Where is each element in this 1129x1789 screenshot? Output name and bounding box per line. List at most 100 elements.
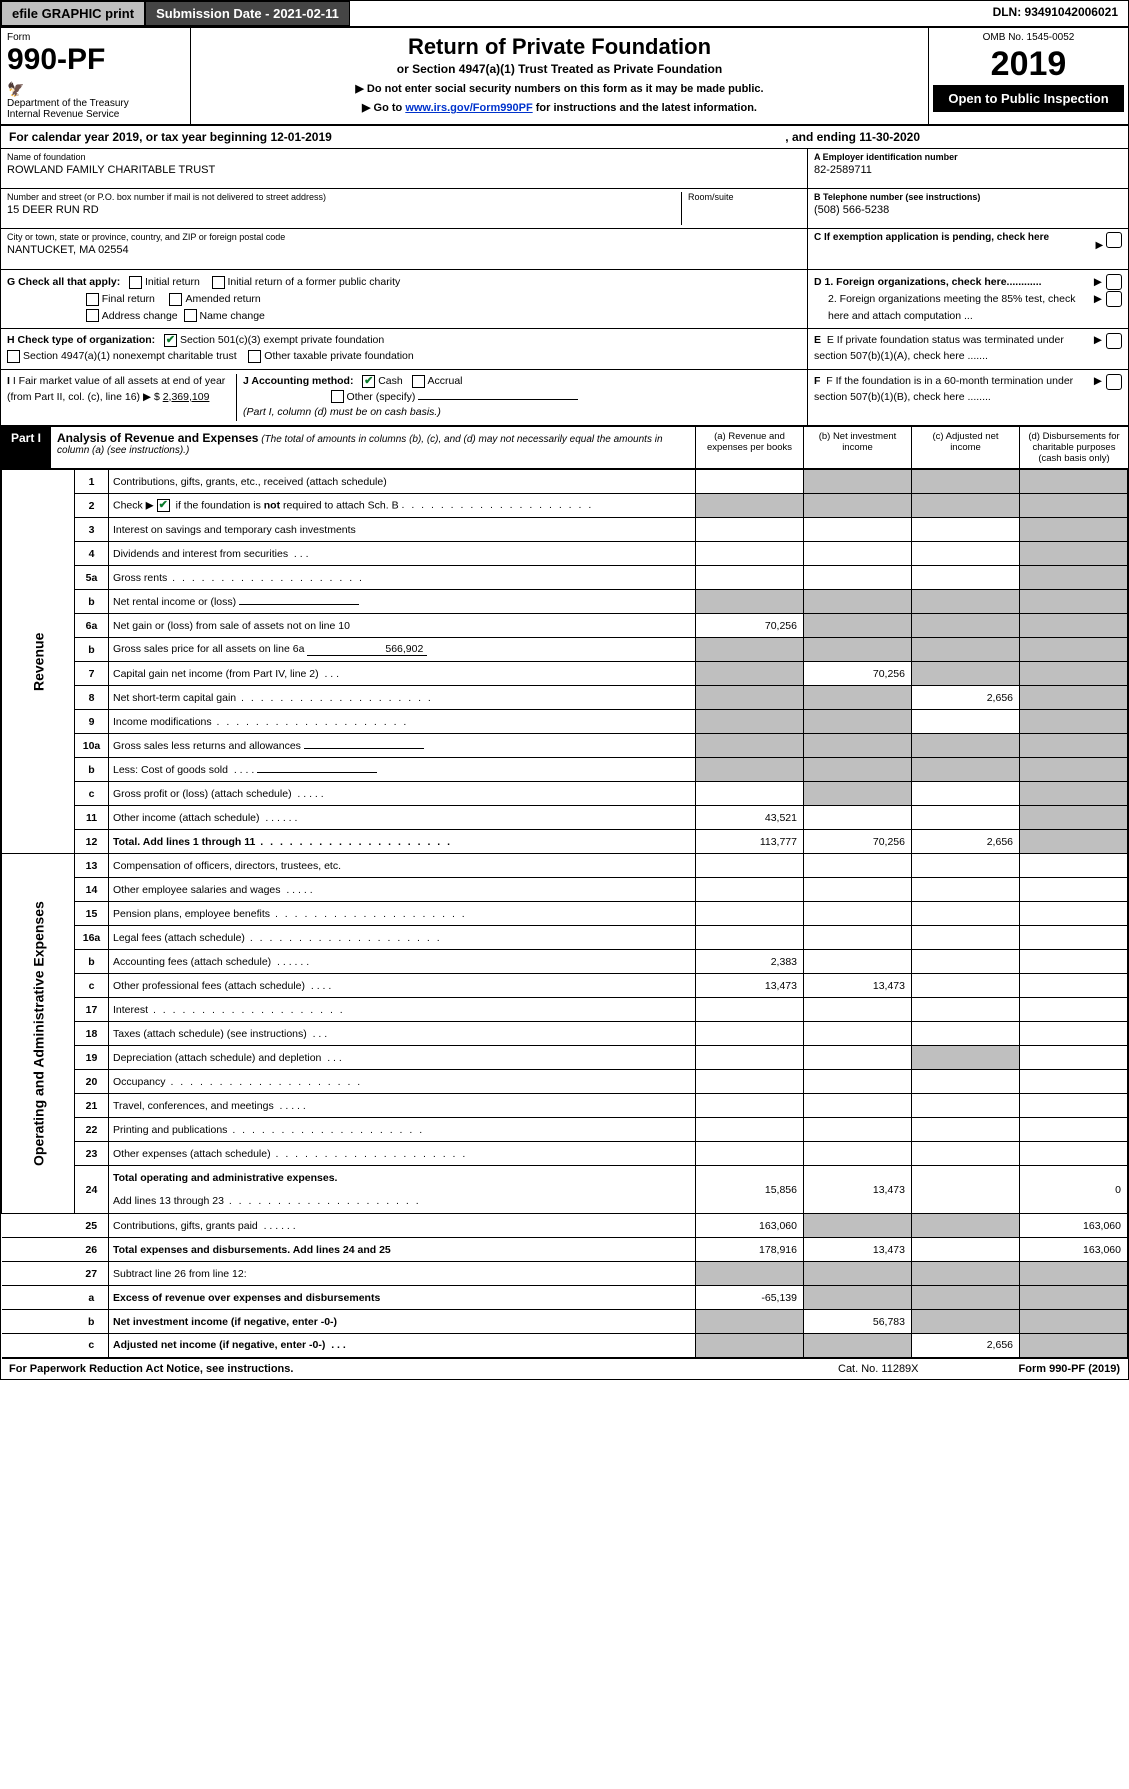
l13-desc: Compensation of officers, directors, tru… (109, 854, 696, 878)
foundation-name-cell: Name of foundation ROWLAND FAMILY CHARIT… (1, 149, 808, 189)
l1-desc: Contributions, gifts, grants, etc., rece… (109, 470, 696, 494)
l27a-desc: Excess of revenue over expenses and disb… (109, 1286, 696, 1310)
l2-pre: Check ▶ (113, 499, 154, 511)
table-row: 15Pension plans, employee benefits (2, 902, 1128, 926)
l6b-val: 566,902 (307, 643, 427, 656)
instructions-link[interactable]: www.irs.gov/Form990PF (405, 102, 532, 114)
table-row: 16aLegal fees (attach schedule) (2, 926, 1128, 950)
city-value: NANTUCKET, MA 02554 (7, 244, 801, 256)
table-row: cGross profit or (loss) (attach schedule… (2, 782, 1128, 806)
cb-sch-b[interactable] (157, 499, 170, 512)
l10c-desc: Gross profit or (loss) (attach schedule) (113, 788, 292, 800)
l26-desc: Total expenses and disbursements. Add li… (109, 1238, 696, 1262)
city-cell: City or town, state or province, country… (1, 229, 808, 269)
cb-amended-return[interactable] (169, 293, 182, 306)
table-row: bNet rental income or (loss) (2, 590, 1128, 614)
cal-left: For calendar year 2019, or tax year begi… (9, 130, 332, 144)
l24-a: 15,856 (696, 1166, 804, 1214)
submission-date-button[interactable]: Submission Date - 2021-02-11 (145, 1, 350, 26)
form-number: 990-PF (7, 45, 184, 75)
j3: Other (specify) (347, 391, 416, 403)
l24-b: 13,473 (804, 1166, 912, 1214)
room-label: Room/suite (688, 192, 801, 202)
l2-post: if the foundation is not required to att… (176, 499, 399, 511)
l20-desc: Occupancy (113, 1076, 166, 1088)
l3-desc: Interest on savings and temporary cash i… (109, 518, 696, 542)
table-row: 27Subtract line 26 from line 12: (2, 1262, 1128, 1286)
cb-initial-return[interactable] (129, 276, 142, 289)
cb-final-return[interactable] (86, 293, 99, 306)
cb-other-taxable[interactable] (248, 350, 261, 363)
e-label: E If private foundation status was termi… (814, 334, 1064, 362)
cb-d2[interactable] (1106, 291, 1122, 307)
header-center: Return of Private Foundation or Section … (191, 28, 928, 124)
cb-initial-former[interactable] (212, 276, 225, 289)
l25-desc: Contributions, gifts, grants paid (113, 1220, 258, 1232)
j-label: J Accounting method: (243, 375, 353, 387)
l9-desc: Income modifications (113, 716, 212, 728)
warn-2: ▶ Go to www.irs.gov/Form990PF for instru… (201, 101, 918, 114)
l16b-desc: Accounting fees (attach schedule) (113, 956, 271, 968)
cb-d1[interactable] (1106, 274, 1122, 290)
cb-e[interactable] (1106, 333, 1122, 349)
part-i-header: Part I Analysis of Revenue and Expenses … (1, 427, 1128, 469)
cal-right: , and ending 11-30-2020 (785, 130, 920, 144)
table-row: 11Other income (attach schedule) . . . .… (2, 806, 1128, 830)
omb-number: OMB No. 1545-0052 (933, 32, 1124, 43)
exemption-pending-checkbox[interactable] (1106, 232, 1122, 248)
cb-cash[interactable] (362, 375, 375, 388)
cb-4947a1[interactable] (7, 350, 20, 363)
irs-label: Internal Revenue Service (7, 109, 184, 120)
check-g: G Check all that apply: Initial return I… (1, 270, 808, 328)
l18-desc: Taxes (attach schedule) (see instruction… (113, 1028, 307, 1040)
part-desc: Analysis of Revenue and Expenses (The to… (51, 427, 696, 468)
l26-b: 13,473 (804, 1238, 912, 1262)
table-row: 26Total expenses and disbursements. Add … (2, 1238, 1128, 1262)
cb-accrual[interactable] (412, 375, 425, 388)
table-row: aExcess of revenue over expenses and dis… (2, 1286, 1128, 1310)
tax-year: 2019 (933, 47, 1124, 81)
table-row: 7Capital gain net income (from Part IV, … (2, 662, 1128, 686)
form-ref: Form 990-PF (2019) (1019, 1363, 1120, 1375)
g3: Final return (102, 293, 155, 305)
table-row: 10aGross sales less returns and allowanc… (2, 734, 1128, 758)
form-label: Form (7, 32, 184, 43)
l7-desc: Capital gain net income (from Part IV, l… (113, 668, 319, 680)
l24b-desc: Add lines 13 through 23 (113, 1195, 224, 1207)
topbar-spacer (350, 1, 983, 26)
h-label: H Check type of organization: (7, 334, 155, 346)
cb-other-method[interactable] (331, 390, 344, 403)
table-row: 5aGross rents (2, 566, 1128, 590)
ein-label: A Employer identification number (814, 152, 1122, 162)
efile-print-button[interactable]: efile GRAPHIC print (1, 1, 145, 26)
calendar-year-row: For calendar year 2019, or tax year begi… (1, 126, 1128, 149)
table-row: 12Total. Add lines 1 through 11 113,777 … (2, 830, 1128, 854)
l10a-desc: Gross sales less returns and allowances (113, 740, 301, 752)
l16c-desc: Other professional fees (attach schedule… (113, 980, 305, 992)
cb-501c3[interactable] (164, 334, 177, 347)
cb-f[interactable] (1106, 374, 1122, 390)
table-row: 2 Check ▶ if the foundation is not requi… (2, 494, 1128, 518)
l22-desc: Printing and publications (113, 1124, 227, 1136)
l17-desc: Interest (113, 1004, 148, 1016)
address-cell: Number and street (or P.O. box number if… (1, 189, 808, 229)
part-tag: Part I (1, 427, 51, 468)
table-row: Revenue 1 Contributions, gifts, grants, … (2, 470, 1128, 494)
checks-gd: G Check all that apply: Initial return I… (1, 270, 1128, 329)
f-label: F If the foundation is in a 60-month ter… (814, 375, 1073, 403)
cb-name-change[interactable] (184, 309, 197, 322)
ein-cell: A Employer identification number 82-2589… (808, 149, 1128, 189)
part-i-table: Revenue 1 Contributions, gifts, grants, … (1, 469, 1128, 1359)
phone-value: (508) 566-5238 (814, 204, 1122, 216)
l11-a: 43,521 (696, 806, 804, 830)
l16b-a: 2,383 (696, 950, 804, 974)
cb-address-change[interactable] (86, 309, 99, 322)
h2: Section 4947(a)(1) nonexempt charitable … (23, 350, 237, 362)
table-row: 3Interest on savings and temporary cash … (2, 518, 1128, 542)
l16a-desc: Legal fees (attach schedule) (113, 932, 245, 944)
l12-b: 70,256 (804, 830, 912, 854)
l12-desc: Total. Add lines 1 through 11 (113, 836, 255, 848)
table-row: 24Total operating and administrative exp… (2, 1166, 1128, 1190)
header-right: OMB No. 1545-0052 2019 Open to Public In… (928, 28, 1128, 124)
l24-desc: Total operating and administrative expen… (109, 1166, 696, 1190)
